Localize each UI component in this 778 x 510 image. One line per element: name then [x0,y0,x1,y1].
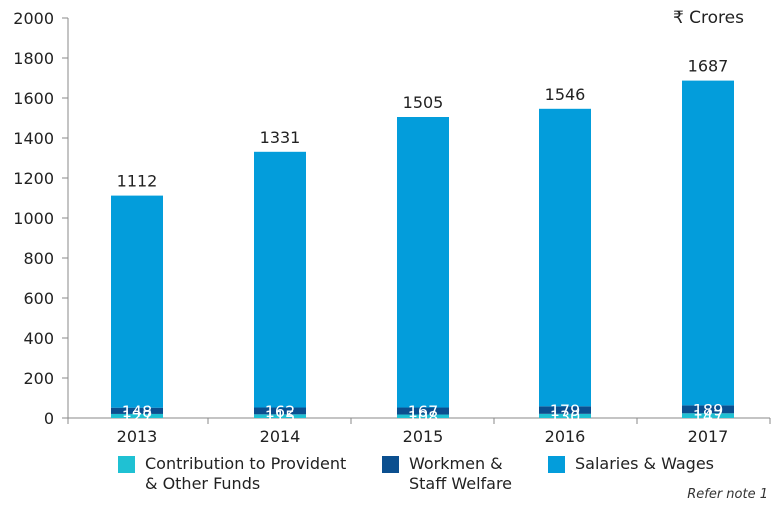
salaries-segment [254,151,306,408]
legend-swatch-provident [118,456,135,473]
provident-segment [539,413,591,418]
data-label-salaries: 1687 [688,57,729,76]
salaries-segment [397,117,449,408]
y-tick-label: 400 [23,329,54,348]
x-tick-label: 2013 [117,427,158,446]
y-tick-label: 1200 [13,169,54,188]
data-label-provident: 130 [550,407,581,426]
x-tick-label: 2014 [260,427,301,446]
provident-segment [111,413,163,418]
workmen-segment [682,405,734,414]
legend-label-salaries: Salaries & Wages [575,454,714,473]
legend-swatch-salaries [548,456,565,473]
workmen-segment [539,406,591,414]
workmen-segment [397,407,449,415]
salaries-segment [682,80,734,406]
y-axis: 0 200 400 600 800 1000 1200 1400 1600 1800 2000 [13,9,69,428]
x-tick-label: 2015 [403,427,444,446]
data-label-workmen: 167 [408,402,439,421]
footnote: Refer note 1 [687,487,768,502]
legend-item-workmen: Workmen & Staff Welfare [382,454,512,494]
workmen-segment [111,407,163,414]
legend-item-salaries: Salaries & Wages [548,454,714,474]
data-label-workmen: 189 [693,400,724,419]
legend-swatch-workmen [382,456,399,473]
provident-segment [682,413,734,418]
y-tick-label: 1400 [13,129,54,148]
y-tick-label: 1600 [13,89,54,108]
y-tick-label: 1000 [13,209,54,228]
data-label-workmen: 179 [550,401,581,420]
legend-label-workmen: Workmen & Staff Welfare [409,454,513,493]
unit-label: ₹ Crores [672,8,744,28]
y-tick-label: 1800 [13,49,54,68]
salaries-segment [111,195,163,408]
data-label-salaries: 1546 [545,85,586,104]
y-tick-label: 2000 [13,9,54,28]
x-tick-label: 2016 [545,427,586,446]
provident-segment [397,414,449,418]
legend-item-provident: Contribution to Provident & Other Funds [118,454,346,494]
data-label-workmen: 148 [122,402,153,421]
data-label-provident: 127 [122,407,153,426]
y-tick-label: 600 [23,289,54,308]
data-label-salaries: 1505 [403,93,444,112]
y-tick-label: 200 [23,369,54,388]
x-tick-label: 2017 [688,427,729,446]
data-label-provident: 115 [265,407,296,426]
data-label-provident: 108 [408,407,439,426]
data-label-salaries: 1112 [117,172,158,191]
y-tick-label: 0 [44,409,54,428]
y-tick-label: 800 [23,249,54,268]
provident-segment [254,414,306,418]
data-label-salaries: 1331 [260,128,301,147]
legend-label-provident: Contribution to Provident & Other Funds [145,454,347,493]
legend: Contribution to Provident & Other Funds … [118,454,758,498]
salaries-segment [539,108,591,407]
data-label-provident: 147 [693,407,724,426]
workmen-segment [254,407,306,415]
data-label-workmen: 162 [265,402,296,421]
